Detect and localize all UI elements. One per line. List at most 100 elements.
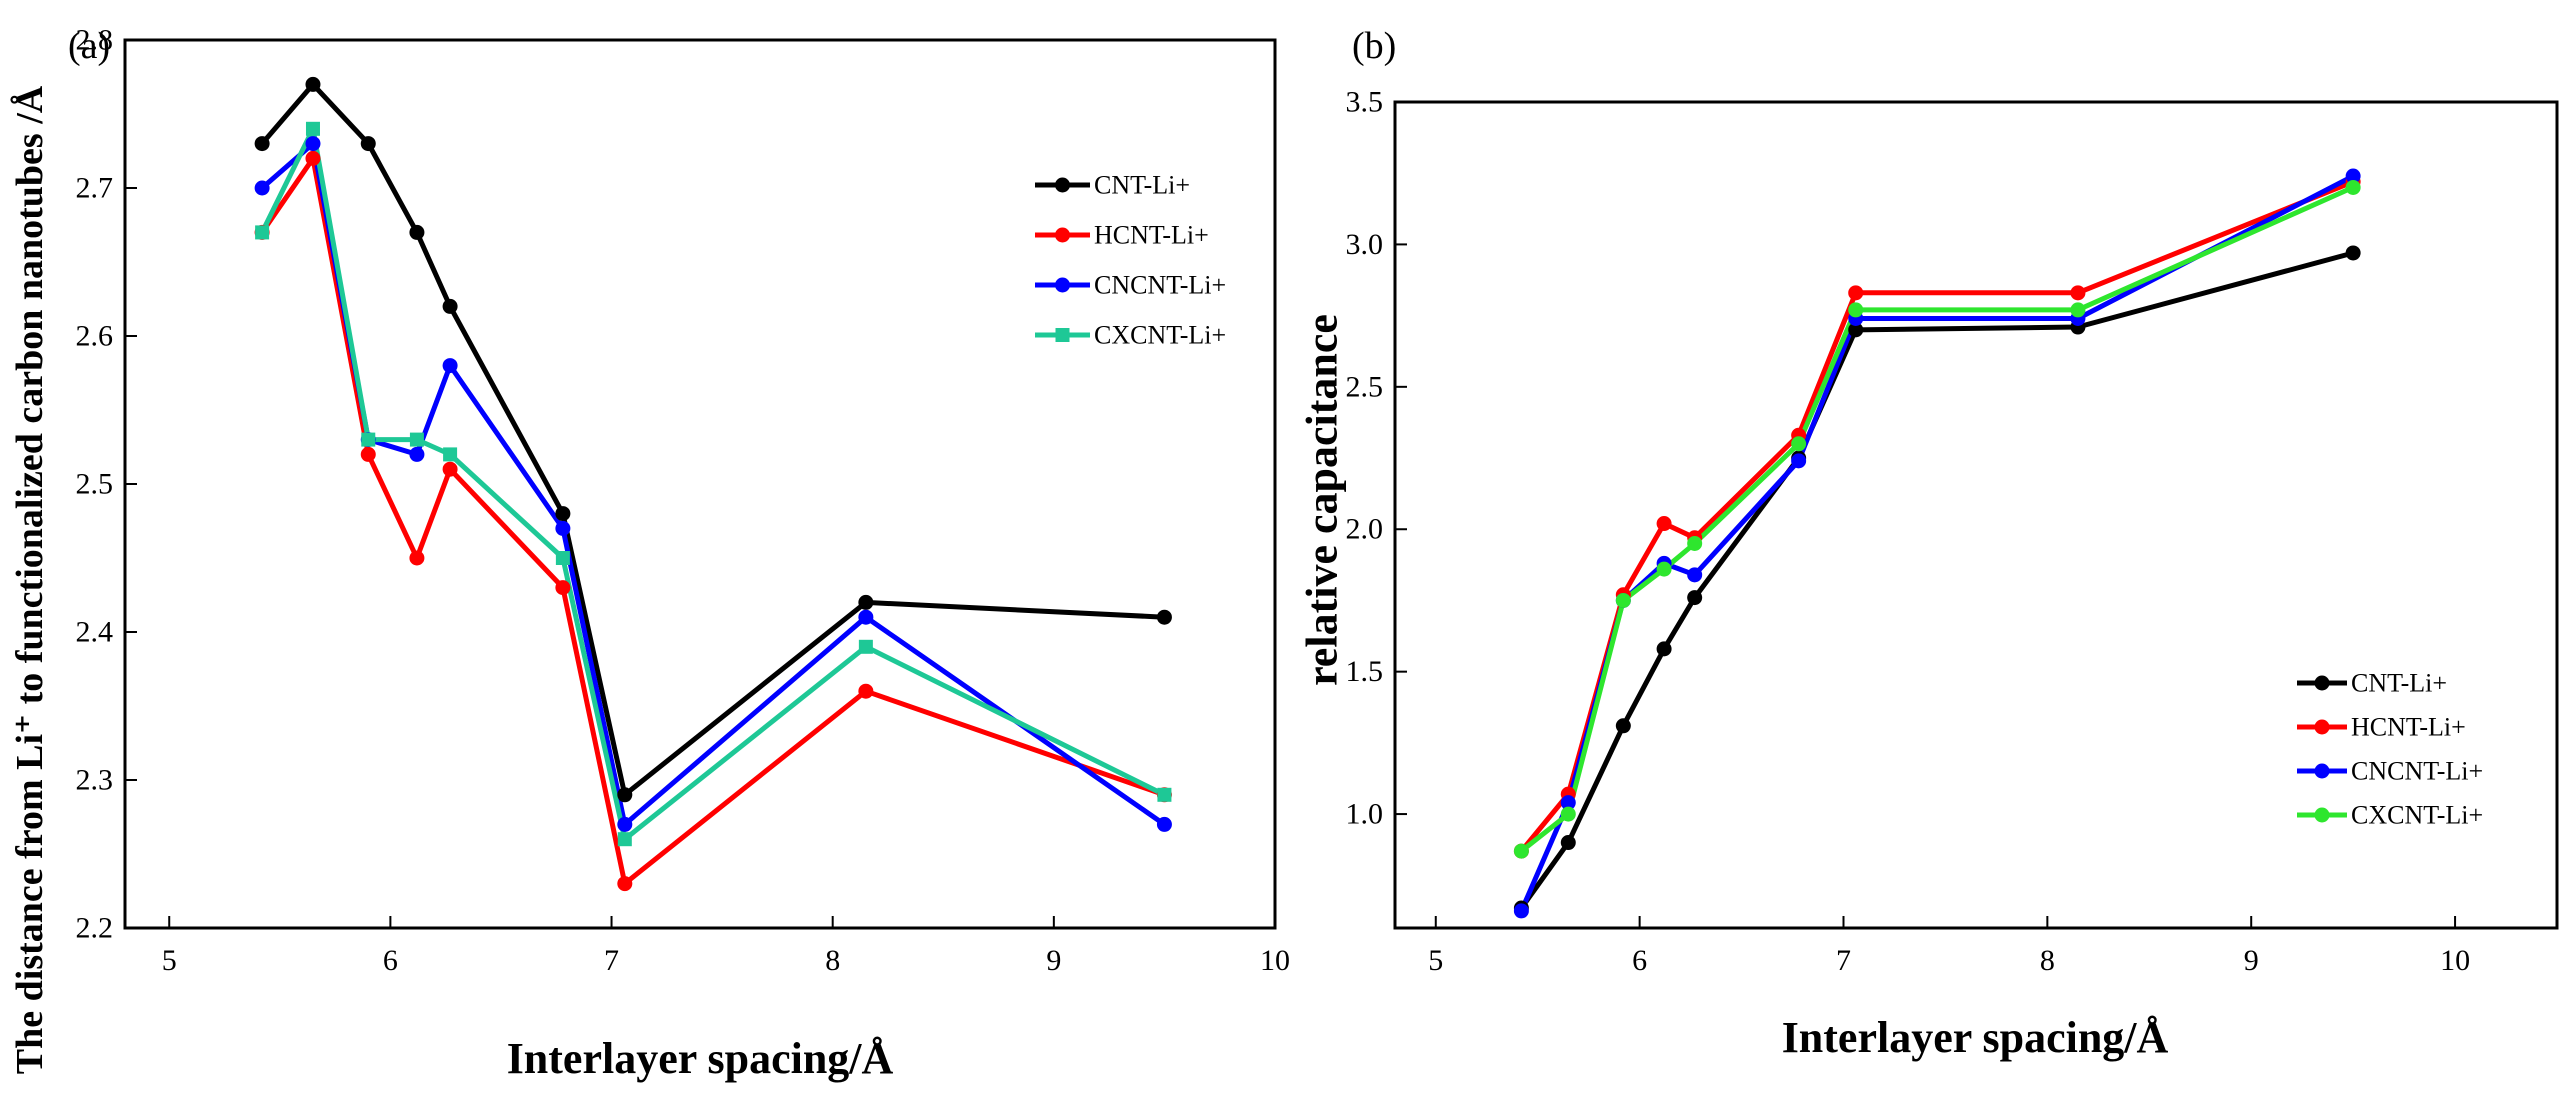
- data-point-hcnt-li: [360, 446, 376, 462]
- x-tick-label: 8: [2040, 944, 2055, 977]
- y-tick-label: 3.5: [1346, 86, 1384, 119]
- y-tick-label: 2.8: [76, 24, 114, 57]
- x-axis-label-b: Interlayer spacing/Å: [1782, 1013, 2169, 1062]
- y-tick-label: 2.3: [76, 764, 114, 797]
- y-axis-label-a: The distance from Li⁺ to functionalized …: [9, 85, 51, 1074]
- x-tick-label: 8: [825, 944, 840, 977]
- data-point-hcnt-li: [858, 683, 874, 699]
- legend-marker-cnt-li: [2314, 675, 2330, 691]
- data-point-cnt-li: [1848, 322, 1864, 338]
- y-tick-label: 2.7: [76, 172, 114, 205]
- data-point-cnt-li: [1615, 718, 1631, 734]
- data-point-cxcnt-li: [409, 432, 424, 447]
- data-point-cnt-li: [858, 594, 874, 610]
- data-point-cnt-li: [442, 298, 458, 314]
- series-markers-b: [1513, 168, 2361, 919]
- x-axis-label-a: Interlayer spacing/Å: [507, 1034, 894, 1083]
- data-point-cnt-li: [1156, 609, 1172, 625]
- data-point-cxcnt-li: [1513, 843, 1529, 859]
- data-point-cxcnt-li: [1157, 787, 1172, 802]
- series-lines-a: [259, 81, 1166, 887]
- y-tick-label: 2.5: [76, 468, 114, 501]
- legend-a: CNT-Li+ HCNT-Li+ CNCNT-Li+ CXCNT-Li+: [1035, 171, 1226, 350]
- data-point-cncnt-li: [1513, 903, 1529, 919]
- data-point-cncnt-li: [1560, 795, 1576, 811]
- legend-marker-cncnt-li: [1055, 277, 1070, 293]
- legend-label-hcnt-li: HCNT-Li+: [2351, 713, 2466, 742]
- series-line-hcnt-li: [1519, 179, 2355, 853]
- data-point-cnt-li: [305, 76, 321, 92]
- data-point-cncnt-li: [254, 180, 270, 196]
- data-point-cxcnt-li: [305, 121, 320, 136]
- legend-b: CNT-Li+ HCNT-Li+ CNCNT-Li+ CXCNT-Li+: [2297, 669, 2483, 830]
- legend-label-hcnt-li: HCNT-Li+: [1094, 221, 1209, 250]
- data-point-cxcnt-li: [1560, 806, 1576, 822]
- data-point-cxcnt-li: [1791, 436, 1807, 452]
- legend-label-cncnt-li: CNCNT-Li+: [2351, 757, 2483, 786]
- data-point-cxcnt-li: [1687, 535, 1703, 551]
- data-point-cxcnt-li: [555, 551, 570, 565]
- data-point-cncnt-li: [1156, 816, 1172, 832]
- data-point-cncnt-li: [442, 358, 458, 374]
- data-point-cxcnt-li: [1848, 302, 1864, 318]
- y-axis-label-b: relative capacitance: [1298, 314, 1347, 686]
- axis-ticks-a: 5 6 7 8 9 10 2.2 2.3 2.4 2.5 2.6 2.7 2.8: [76, 24, 1291, 978]
- x-tick-label: 5: [162, 944, 177, 977]
- data-point-cnt-li: [254, 136, 270, 152]
- x-tick-label: 5: [1428, 944, 1443, 977]
- legend-marker-cxcnt-li: [1055, 328, 1070, 342]
- y-tick-label: 2.4: [76, 616, 114, 649]
- y-tick-label: 2.5: [1346, 370, 1384, 403]
- data-point-cxcnt-li: [858, 639, 873, 654]
- x-tick-label: 10: [2440, 944, 2470, 977]
- data-point-cxcnt-li: [443, 447, 458, 462]
- data-point-cnt-li: [1656, 641, 1672, 657]
- legend-marker-cncnt-li: [2314, 763, 2330, 779]
- data-point-cxcnt-li: [1615, 592, 1631, 608]
- legend-label-cxcnt-li: CXCNT-Li+: [1094, 321, 1226, 350]
- data-point-cncnt-li: [1791, 453, 1807, 469]
- x-tick-label: 10: [1260, 944, 1290, 977]
- data-point-hcnt-li: [617, 876, 633, 892]
- panel-b-label: (b): [1352, 25, 1396, 67]
- chart-panel-a: (a) 5 6 7 8 9 10 2.2 2.3 2.4 2.5 2.6 2.7 2.8 CNT-Li+…: [9, 24, 1290, 1084]
- y-tick-label: 2.2: [76, 912, 114, 945]
- y-tick-label: 2.6: [76, 320, 114, 353]
- legend-label-cxcnt-li: CXCNT-Li+: [2351, 801, 2483, 830]
- data-point-cncnt-li: [409, 446, 425, 462]
- legend-marker-hcnt-li: [1055, 227, 1070, 243]
- series-line-hcnt-li: [260, 155, 1166, 887]
- legend-marker-cxcnt-li: [2314, 807, 2330, 823]
- data-point-cnt-li: [2345, 245, 2361, 261]
- data-point-hcnt-li: [1848, 285, 1864, 301]
- legend-label-cnt-li: CNT-Li+: [2351, 669, 2447, 698]
- data-point-cxcnt-li: [2070, 302, 2086, 318]
- x-tick-label: 7: [604, 944, 619, 977]
- plot-area-frame-b: [1393, 100, 2559, 930]
- data-point-hcnt-li: [2070, 285, 2086, 301]
- series-markers-a: [254, 76, 1172, 892]
- legend-label-cncnt-li: CNCNT-Li+: [1094, 271, 1226, 300]
- data-point-cxcnt-li: [2345, 179, 2361, 195]
- data-point-cncnt-li: [2345, 168, 2361, 184]
- legend-marker-cnt-li: [1055, 177, 1070, 193]
- data-point-cxcnt-li: [617, 832, 632, 847]
- y-tick-label: 3.0: [1346, 228, 1384, 261]
- legend-marker-hcnt-li: [2314, 719, 2330, 735]
- data-point-cnt-li: [617, 787, 633, 803]
- data-point-hcnt-li: [442, 461, 458, 477]
- y-tick-label: 2.0: [1346, 513, 1384, 546]
- data-point-cnt-li: [1687, 590, 1703, 606]
- series-lines-b: [1519, 173, 2355, 912]
- data-point-cxcnt-li: [361, 432, 376, 447]
- y-tick-label: 1.5: [1346, 655, 1384, 688]
- data-point-cnt-li: [360, 136, 376, 152]
- data-point-cxcnt-li: [255, 225, 270, 240]
- x-tick-label: 7: [1836, 944, 1851, 977]
- y-tick-label: 1.0: [1346, 798, 1384, 831]
- data-point-cnt-li: [555, 506, 571, 522]
- data-point-cnt-li: [1560, 835, 1576, 851]
- x-tick-label: 9: [2244, 944, 2259, 977]
- data-point-cncnt-li: [858, 609, 874, 625]
